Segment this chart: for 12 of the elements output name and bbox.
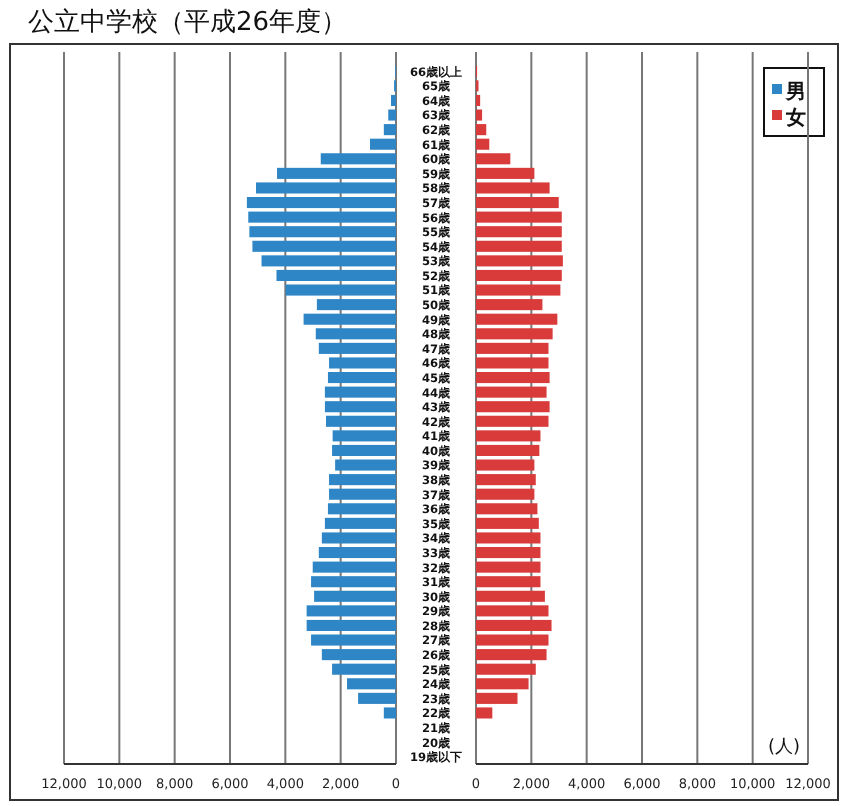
- bar: [276, 269, 396, 281]
- bar: [332, 444, 396, 456]
- legend-label: 男: [784, 80, 806, 104]
- bar: [306, 619, 396, 631]
- legend: 男: [772, 82, 806, 104]
- chart-title: 公立中学校（平成26年度）: [28, 6, 348, 38]
- legend: 女: [772, 108, 806, 130]
- annotation: (人): [767, 736, 800, 758]
- legend-label: 女: [784, 106, 806, 130]
- bar: [476, 444, 540, 456]
- bar: [476, 619, 552, 631]
- bar: [476, 269, 562, 281]
